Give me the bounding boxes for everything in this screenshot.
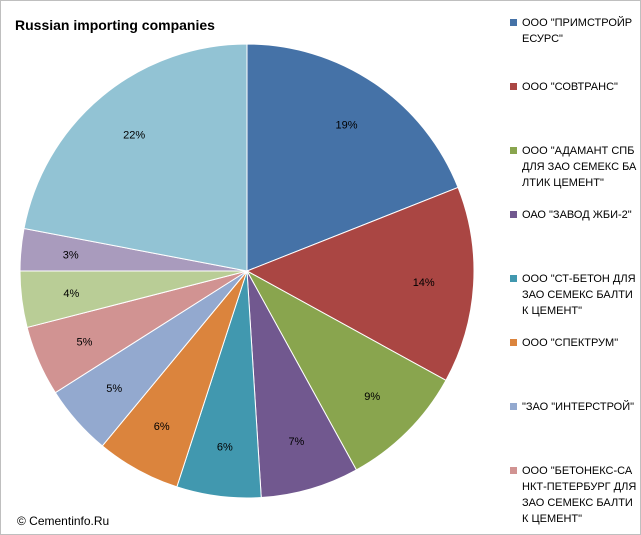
legend-swatch — [510, 147, 517, 154]
legend-swatch — [510, 403, 517, 410]
pie-slice — [245, 186, 475, 382]
pie-slice — [23, 43, 248, 272]
legend-label: ООО "СОВТРАНС" — [522, 81, 618, 93]
slice-value-label: 22% — [123, 130, 145, 142]
slice-value-label: 7% — [288, 436, 304, 448]
slice-value-label: 4% — [63, 288, 79, 300]
slice-value-label: 19% — [336, 120, 358, 132]
slice-value-label: 9% — [364, 391, 380, 403]
pie-slice — [246, 43, 459, 272]
legend-item: ООО "АДАМАНТ СПБ ДЛЯ ЗАО СЕМЕКС БАЛТИК Ц… — [510, 143, 638, 191]
slice-value-label: 6% — [154, 421, 170, 433]
legend-label: "ЗАО "ИНТЕРСТРОЙ" — [522, 401, 635, 413]
legend-label: ООО "АДАМАНТ СПБ ДЛЯ ЗАО СЕМЕКС БАЛТИК Ц… — [522, 145, 637, 189]
legend-swatch — [510, 19, 517, 26]
legend-swatch — [510, 211, 517, 218]
legend-label: ООО "СПЕКТРУМ" — [522, 337, 619, 349]
legend-label: ООО "БЕТОНЕКС-САНКТ-ПЕТЕРБУРГ ДЛЯ ЗАО СЕ… — [522, 465, 637, 525]
legend-item: ООО "СОВТРАНС" — [510, 79, 638, 95]
slice-value-label: 5% — [106, 383, 122, 395]
legend-item: ООО "ПРИМСТРОЙРЕСУРС" — [510, 15, 638, 47]
legend-swatch — [510, 83, 517, 90]
legend-label: ООО "ПРИМСТРОЙРЕСУРС" — [522, 17, 633, 45]
slice-value-label: 3% — [63, 249, 79, 261]
slice-value-label: 5% — [77, 336, 93, 348]
legend-label: ОАО "ЗАВОД ЖБИ-2" — [522, 209, 632, 221]
legend-item: ООО "БЕТОНЕКС-САНКТ-ПЕТЕРБУРГ ДЛЯ ЗАО СЕ… — [510, 463, 638, 527]
pie-slice — [245, 269, 447, 471]
legend-item: ОАО "ЗАВОД ЖБИ-2" — [510, 207, 638, 223]
legend-swatch — [510, 275, 517, 282]
slice-value-label: 6% — [217, 442, 233, 454]
legend-swatch — [510, 467, 517, 474]
chart-title: Russian importing companies — [15, 17, 215, 33]
slice-value-label: 14% — [413, 277, 435, 289]
source-credit: © Cementinfo.Ru — [17, 514, 110, 528]
legend-label: ООО "СТ-БЕТОН ДЛЯ ЗАО СЕМЕКС БАЛТИК ЦЕМЕ… — [522, 273, 636, 317]
legend-item: ООО "СПЕКТРУМ" — [510, 335, 638, 351]
legend-item: "ЗАО "ИНТЕРСТРОЙ" — [510, 399, 638, 415]
legend-swatch — [510, 339, 517, 346]
legend-item: ООО "СТ-БЕТОН ДЛЯ ЗАО СЕМЕКС БАЛТИК ЦЕМЕ… — [510, 271, 638, 319]
